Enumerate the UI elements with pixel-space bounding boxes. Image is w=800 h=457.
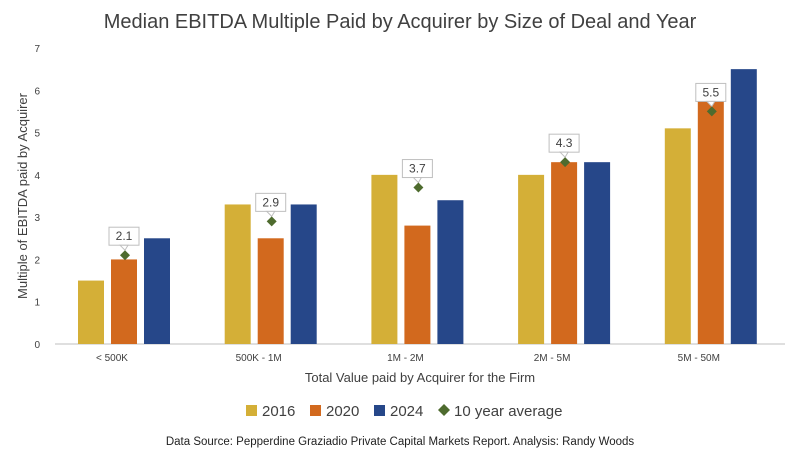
average-data-label: 5.5: [702, 85, 719, 99]
x-axis-label: Total Value paid by Acquirer for the Fir…: [305, 370, 535, 385]
bar-2016: [224, 204, 251, 344]
legend-swatch-2016: [246, 405, 257, 416]
bar-2020: [551, 162, 578, 344]
bar-2020: [697, 98, 724, 344]
y-tick-label: 1: [34, 298, 40, 309]
legend-label: 2020: [326, 403, 359, 420]
x-tick-label: 2M - 5M: [534, 353, 571, 364]
average-marker: [266, 216, 277, 227]
average-label-pointer: [558, 151, 569, 158]
y-tick-label: 6: [34, 86, 40, 97]
legend-label: 2024: [390, 403, 423, 420]
legend-label: 10 year average: [454, 403, 562, 420]
bar-2020: [404, 225, 431, 344]
average-data-label: 2.1: [116, 229, 133, 243]
footer-source: Data Source: Pepperdine Graziadio Privat…: [166, 436, 635, 448]
bar-2016: [78, 280, 104, 344]
x-tick-label: < 500K: [96, 353, 128, 364]
average-marker: [560, 157, 571, 168]
x-tick-label: 5M - 50M: [678, 353, 720, 364]
bar-2016: [518, 174, 545, 344]
x-tick-label: 1M - 2M: [387, 353, 424, 364]
x-tick-label: 500K - 1M: [236, 353, 282, 364]
y-axis-label: Multiple of EBITDA paid by Acquirer: [15, 92, 30, 299]
bar-2016: [664, 128, 691, 344]
legend-swatch-2024: [374, 405, 385, 416]
y-tick-label: 5: [34, 129, 40, 140]
legend-swatch-2020: [310, 405, 321, 416]
average-marker: [413, 182, 424, 193]
bar-2024: [290, 204, 317, 344]
bar-2024: [730, 69, 757, 345]
average-marker: [120, 250, 130, 261]
average-label-pointer: [412, 177, 423, 184]
y-tick-label: 3: [34, 213, 40, 224]
average-data-label: 3.7: [409, 162, 426, 176]
average-label-pointer: [265, 210, 276, 218]
bar-2016: [371, 174, 398, 344]
bar-2020: [257, 238, 284, 344]
legend-diamond-icon: [438, 404, 450, 416]
y-tick-label: 2: [34, 255, 40, 266]
y-tick-label: 0: [34, 340, 40, 351]
average-marker: [706, 106, 717, 117]
bar-2024: [437, 200, 464, 344]
y-tick-label: 7: [34, 44, 40, 55]
average-data-label: 4.3: [556, 136, 573, 150]
average-data-label: 2.9: [262, 195, 279, 209]
bar-2024: [584, 162, 611, 344]
y-tick-label: 4: [34, 171, 40, 182]
legend-label: 2016: [262, 403, 295, 420]
chart-title: Median EBITDA Multiple Paid by Acquirer …: [104, 11, 697, 33]
average-label-pointer: [705, 100, 716, 108]
bar-2020: [111, 259, 137, 344]
bar-2024: [144, 238, 170, 344]
average-label-pointer: [118, 244, 129, 252]
